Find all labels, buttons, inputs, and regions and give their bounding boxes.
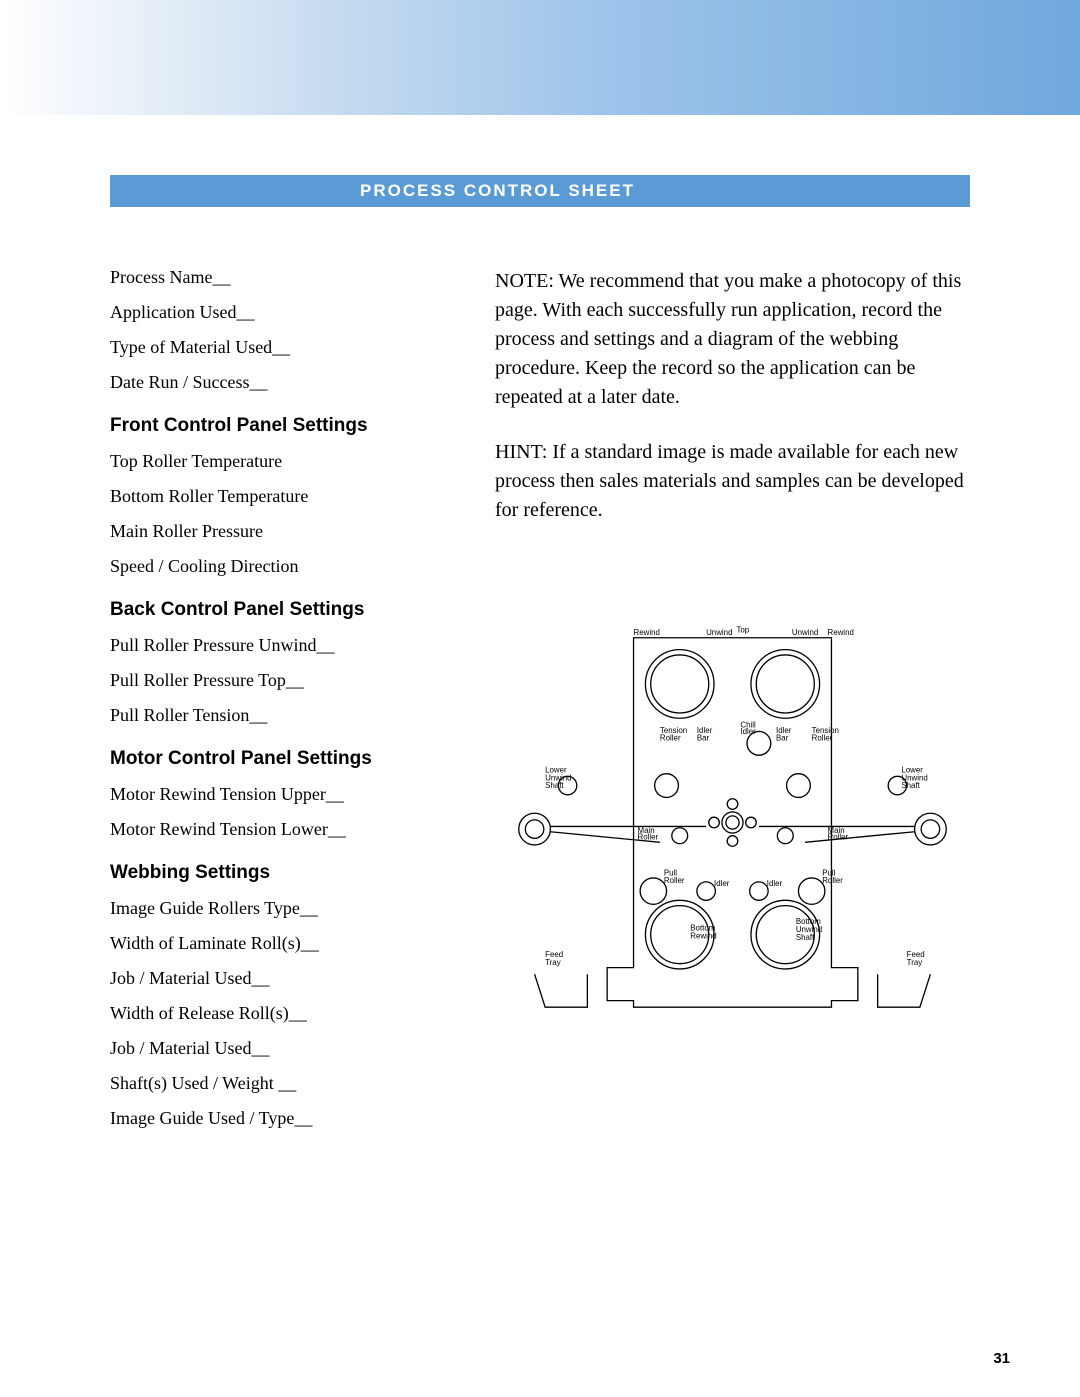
right-column: NOTE: We recommend that you make a photo… [495,267,970,1143]
field-motor-lower: Motor Rewind Tension Lower__ [110,819,455,840]
header-gradient [0,0,1080,115]
field-motor-upper: Motor Rewind Tension Upper__ [110,784,455,805]
svg-text:Rewind: Rewind [827,628,853,637]
field-process-name: Process Name__ [110,267,455,288]
svg-text:Roller: Roller [660,734,681,743]
svg-text:Bar: Bar [697,734,710,743]
field-webbing-4: Job / Material Used__ [110,1038,455,1059]
svg-text:Tray: Tray [545,958,561,967]
svg-text:Roller: Roller [822,876,843,885]
svg-text:Idler: Idler [740,727,756,736]
field-speed-cooling: Speed / Cooling Direction [110,556,455,577]
field-main-roller-pressure: Main Roller Pressure [110,521,455,542]
svg-text:Idler: Idler [767,879,783,888]
svg-text:Shaft: Shaft [901,781,920,790]
svg-text:Shaft: Shaft [545,781,564,790]
page-body: PROCESS CONTROL SHEET Process Name__ App… [0,115,1080,1143]
field-top-roller-temp: Top Roller Temperature [110,451,455,472]
field-pull-top: Pull Roller Pressure Top__ [110,670,455,691]
svg-text:Idler: Idler [714,879,730,888]
left-column: Process Name__ Application Used__ Type o… [110,267,455,1143]
svg-text:Roller: Roller [827,833,848,842]
webbing-diagram: RewindUnwindTopUnwindRewindTensionRoller… [495,585,970,1025]
banner-title: PROCESS CONTROL SHEET [360,181,635,200]
page-number: 31 [993,1350,1010,1367]
field-material-used: Type of Material Used__ [110,337,455,358]
field-pull-unwind: Pull Roller Pressure Unwind__ [110,635,455,656]
field-webbing-5: Shaft(s) Used / Weight __ [110,1073,455,1094]
field-webbing-1: Width of Laminate Roll(s)__ [110,933,455,954]
svg-text:Roller: Roller [812,734,833,743]
svg-text:Tray: Tray [907,958,923,967]
field-webbing-3: Width of Release Roll(s)__ [110,1003,455,1024]
heading-webbing: Webbing Settings [110,862,455,884]
section-banner: PROCESS CONTROL SHEET [110,175,970,207]
hint-text: HINT: If a standard image is made availa… [495,438,970,525]
field-pull-tension: Pull Roller Tension__ [110,705,455,726]
svg-text:Roller: Roller [638,833,659,842]
field-application-used: Application Used__ [110,302,455,323]
field-date-run: Date Run / Success__ [110,372,455,393]
field-bottom-roller-temp: Bottom Roller Temperature [110,486,455,507]
heading-back-panel: Back Control Panel Settings [110,599,455,621]
note-text: NOTE: We recommend that you make a photo… [495,267,970,412]
field-webbing-2: Job / Material Used__ [110,968,455,989]
svg-text:Rewind: Rewind [634,628,660,637]
svg-text:Unwind: Unwind [792,628,818,637]
heading-front-panel: Front Control Panel Settings [110,415,455,437]
field-webbing-6: Image Guide Used / Type__ [110,1108,455,1129]
svg-text:Rewind: Rewind [690,932,716,941]
svg-text:Roller: Roller [664,876,685,885]
svg-text:Unwind: Unwind [706,628,732,637]
field-webbing-0: Image Guide Rollers Type__ [110,898,455,919]
svg-text:Top: Top [736,625,749,634]
svg-text:Bar: Bar [776,734,789,743]
heading-motor-panel: Motor Control Panel Settings [110,748,455,770]
svg-text:Shaft: Shaft [796,933,815,942]
